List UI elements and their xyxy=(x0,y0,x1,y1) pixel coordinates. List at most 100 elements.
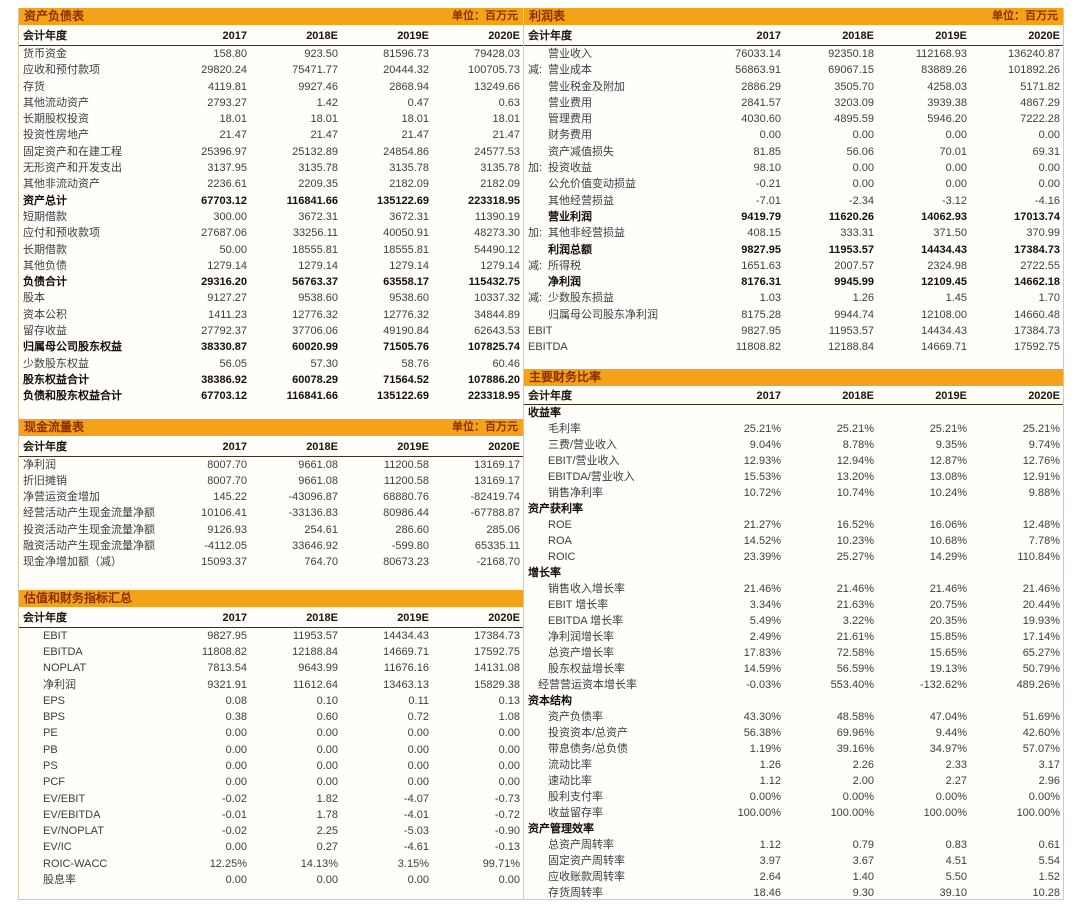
cell-value: 12.87% xyxy=(929,454,967,467)
financial-report: 资产负债表 单位：百万元 会计年度 2017 2018E 2019E 2020E 货币资金… xyxy=(18,8,1064,900)
table-row: 股息率 0.00 0.00 0.00 0.00 xyxy=(19,872,523,888)
table-row: 减: 营业成本 56863.91 69067.15 83889.26 101892.26 xyxy=(524,62,1063,78)
table-row: 其他经营损益 -7.01 -2.34 -3.12 -4.16 xyxy=(524,193,1063,209)
cell-value: 553.40% xyxy=(830,678,874,691)
cell-value: 14.52% xyxy=(743,534,781,547)
year-column-header: 2018E xyxy=(842,389,874,402)
table-row: 三费/营业收入 9.04% 8.78% 9.35% 9.74% xyxy=(524,437,1063,453)
cell-value: 2793.27 xyxy=(207,96,247,109)
table-row: 长期借款 50.00 18555.81 18555.81 54490.12 xyxy=(19,242,523,258)
cell-value: 24577.53 xyxy=(474,145,520,158)
cell-value: -5.03 xyxy=(403,825,429,838)
cell-value: 764.70 xyxy=(304,556,338,569)
right-column: 利润表 单位：百万元 会计年度 2017 2018E 2019E 2020E 营业收入 76… xyxy=(524,8,1063,899)
cell-value: 9.44% xyxy=(935,726,967,739)
row-prefix: 加: xyxy=(528,227,543,240)
cell-value: 60078.29 xyxy=(292,373,338,386)
cell-value: 3505.70 xyxy=(834,80,874,93)
row-label: 应收账款周转率 xyxy=(548,870,625,883)
cell-value: -43096.87 xyxy=(288,491,338,504)
valuation-header-bar: 估值和财务指标汇总 xyxy=(19,589,523,607)
row-label: 净利润 xyxy=(43,678,76,691)
cell-value: 2.33 xyxy=(945,758,967,771)
table-row: 归属母公司股东权益 38330.87 60020.99 71505.76 107825.… xyxy=(19,339,523,355)
cell-value: 10.28 xyxy=(1032,886,1060,899)
cell-value: 0.11 xyxy=(408,694,429,707)
cell-value: 49190.84 xyxy=(383,325,429,338)
year-column-header: 2017 xyxy=(222,30,247,42)
row-label: EBIT/营业收入 xyxy=(548,454,620,467)
column-header-row: 会计年度 2017 2018E 2019E 2020E xyxy=(524,388,1063,405)
cell-value: 14434.43 xyxy=(921,325,967,338)
table-row: 经营活动产生现金流量净额 10106.41 -33136.83 80986.44 -67… xyxy=(19,505,523,521)
table-row: EV/EBITDA -0.01 1.78 -4.01 -0.72 xyxy=(19,807,523,823)
cell-value: 10.24% xyxy=(929,486,967,499)
cell-value: 56863.91 xyxy=(735,64,781,77)
cell-value: 17384.73 xyxy=(1014,243,1060,256)
cell-value: 21.47 xyxy=(401,129,429,142)
table-row: PE 0.00 0.00 0.00 0.00 xyxy=(19,725,523,741)
cell-value: 23.39% xyxy=(743,550,781,563)
row-label: 长期股权投资 xyxy=(23,113,89,126)
ratios-table: 主要财务比率 会计年度 2017 2018E 2019E 2020E 收益率 毛利率 25.2… xyxy=(524,368,1063,901)
table-row: 股东权益增长率 14.59% 56.59% 19.13% 50.79% xyxy=(524,661,1063,677)
cell-value: 12.91% xyxy=(1022,470,1060,483)
cell-value: 10106.41 xyxy=(201,507,247,520)
cell-value: 0.83 xyxy=(945,838,967,851)
cell-value: 56763.37 xyxy=(292,276,338,289)
cell-value: 39.16% xyxy=(836,742,874,755)
cell-value: 0.00 xyxy=(225,776,247,789)
cell-value: 3135.78 xyxy=(480,162,520,175)
cell-value: 12188.84 xyxy=(292,645,338,658)
cell-value: 63558.17 xyxy=(383,276,429,289)
balance-sheet-header-bar: 资产负债表 单位：百万元 xyxy=(19,8,523,25)
cell-value: 12188.84 xyxy=(828,341,874,354)
cell-value: 0.00 xyxy=(1038,162,1060,175)
cell-value: 0.47 xyxy=(407,96,429,109)
row-label: 财务费用 xyxy=(548,129,592,142)
cell-value: 11953.57 xyxy=(828,243,874,256)
balance-sheet-rows: 会计年度 2017 2018E 2019E 2020E 货币资金 158.80 923.50 8… xyxy=(19,27,523,405)
cell-value: 923.50 xyxy=(304,48,338,60)
cell-value: 3135.78 xyxy=(298,162,338,175)
cell-value: 15.85% xyxy=(929,630,967,643)
cell-value: 11612.64 xyxy=(292,678,338,691)
cell-value: 67703.12 xyxy=(201,194,247,207)
fiscal-year-header: 会计年度 xyxy=(528,389,572,402)
cell-value: 9661.08 xyxy=(298,458,338,471)
cell-value: 57.07% xyxy=(1022,742,1060,755)
year-column-header: 2020E xyxy=(488,611,520,624)
cell-value: 18.01 xyxy=(492,113,520,126)
cell-value: 2868.94 xyxy=(389,80,429,93)
cell-value xyxy=(691,693,784,709)
cell-value: 2209.35 xyxy=(298,178,338,191)
cell-value: 1279.14 xyxy=(389,259,429,272)
cell-value: 70.01 xyxy=(939,145,967,158)
cell-value: 9927.46 xyxy=(298,80,338,93)
table-row: ROE 21.27% 16.52% 16.06% 12.48% xyxy=(524,517,1063,533)
cell-value: 43.30% xyxy=(743,710,781,723)
row-label: 应付和预收款项 xyxy=(23,227,100,240)
cell-value: 0.00 xyxy=(225,841,247,854)
row-prefix: 加: xyxy=(528,162,543,175)
table-row: 固定资产和在建工程 25396.97 25132.89 24854.86 24577.5… xyxy=(19,144,523,160)
cell-value: 110.84% xyxy=(1017,550,1060,563)
cell-value: 42.60% xyxy=(1022,726,1060,739)
cell-value: 12776.32 xyxy=(292,308,338,321)
row-label: 三费/营业收入 xyxy=(548,438,618,451)
cell-value: -4.61 xyxy=(403,841,429,854)
row-label: 销售净利率 xyxy=(548,486,603,499)
cell-value: 0.00 xyxy=(852,178,874,191)
table-row: 加: 投资收益 98.10 0.00 0.00 0.00 xyxy=(524,160,1063,176)
cell-value: 21.46% xyxy=(929,582,967,595)
cell-value xyxy=(784,405,877,421)
cell-value: 1.78 xyxy=(316,808,338,821)
cell-value: 0.63 xyxy=(498,96,520,109)
cell-value: 10.68% xyxy=(929,534,967,547)
cell-value: 9538.60 xyxy=(389,292,429,305)
row-label: 减: 所得税 xyxy=(524,258,691,274)
cell-value xyxy=(784,501,877,517)
row-label: NOPLAT xyxy=(43,662,87,675)
cell-value: -4.01 xyxy=(403,808,429,821)
row-label: 营业费用 xyxy=(548,96,592,109)
